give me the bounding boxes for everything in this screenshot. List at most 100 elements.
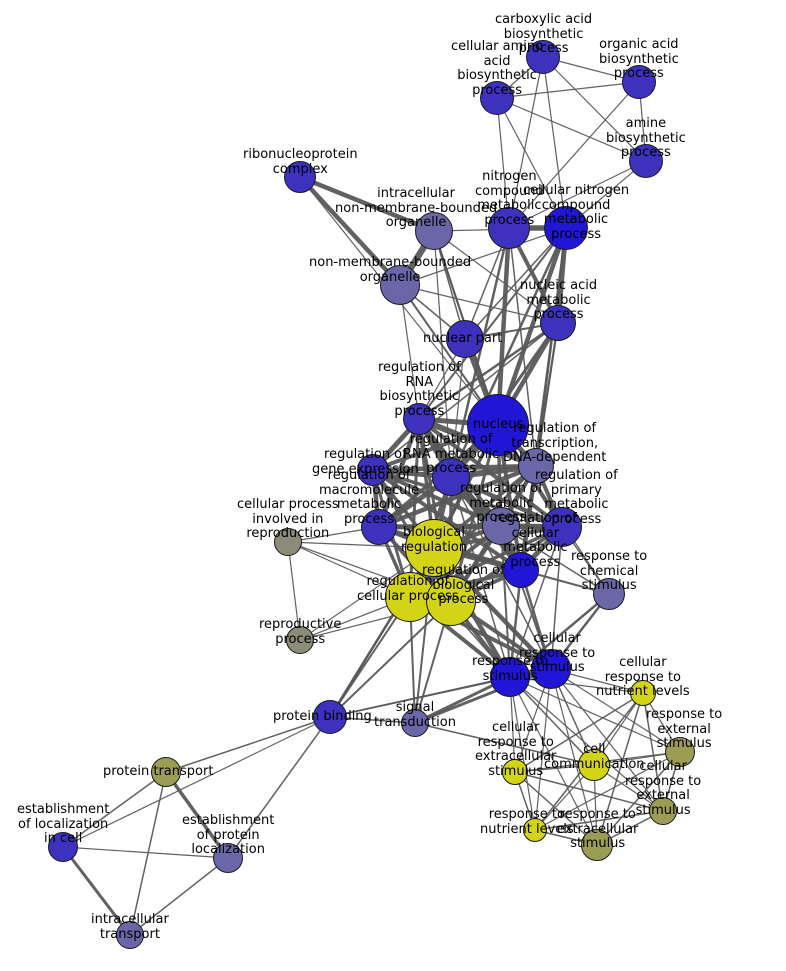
graph-node-regulation-of-rna-biosynthetic-process[interactable] bbox=[403, 403, 435, 435]
graph-node-non-membrane-bounded-organelle[interactable] bbox=[380, 265, 420, 305]
graph-node-cellular-process-involved-in-reproduction[interactable] bbox=[274, 528, 302, 556]
graph-node-establishment-of-localization-in-cell[interactable] bbox=[48, 832, 78, 862]
graph-node-response-to-chemical-stimulus[interactable] bbox=[593, 578, 625, 610]
graph-node-nuclear-part[interactable] bbox=[446, 320, 484, 358]
graph-edge bbox=[534, 751, 681, 831]
graph-edge bbox=[596, 751, 681, 846]
graph-node-nucleus[interactable] bbox=[467, 394, 529, 456]
graph-edge bbox=[514, 692, 644, 773]
graph-edge bbox=[433, 230, 452, 478]
graph-edge bbox=[509, 676, 536, 831]
graph-edge bbox=[514, 771, 598, 846]
graph-edge bbox=[550, 668, 598, 846]
graph-node-regulation-of-cellular-metabolic-process[interactable] bbox=[503, 552, 539, 588]
graph-edge bbox=[550, 668, 664, 812]
graph-edge bbox=[509, 676, 595, 766]
graph-node-regulation-of-metabolic-process[interactable] bbox=[482, 507, 520, 545]
graph-edge bbox=[509, 676, 598, 846]
graph-edge bbox=[642, 692, 664, 812]
graph-node-cell-communication[interactable] bbox=[578, 749, 610, 781]
graph-edge bbox=[299, 174, 435, 234]
graph-edge bbox=[550, 526, 563, 670]
graph-edge bbox=[450, 476, 511, 678]
graph-node-intracellular-non-membrane-bounded-organelle[interactable] bbox=[415, 212, 453, 250]
graph-edge bbox=[496, 81, 640, 99]
graph-edge bbox=[508, 56, 544, 229]
graph-edge bbox=[509, 526, 563, 678]
graph-edge bbox=[418, 227, 567, 420]
graph-edge bbox=[520, 227, 567, 571]
graph-node-regulation-of-rna-metabolic-process[interactable] bbox=[432, 458, 470, 496]
graph-node-cellular-amino-acid-biosynthetic-process[interactable] bbox=[480, 81, 514, 115]
graph-edge bbox=[534, 810, 664, 831]
graph-edge bbox=[508, 227, 537, 467]
graph-node-regulation-of-macromolecule-metabolic-process[interactable] bbox=[361, 509, 397, 545]
graph-edge bbox=[509, 593, 610, 678]
graph-edge bbox=[450, 476, 552, 670]
graph-edge bbox=[500, 525, 511, 678]
graph-edge bbox=[165, 716, 331, 773]
graph-edge bbox=[509, 676, 664, 812]
graph-edge bbox=[542, 56, 647, 162]
graph-edge bbox=[61, 846, 132, 936]
graph-edge bbox=[62, 846, 229, 859]
graph-edge bbox=[372, 468, 563, 529]
graph-node-organic-acid-biosynthetic-process[interactable] bbox=[622, 65, 656, 99]
graph-node-regulation-of-gene-expression[interactable] bbox=[357, 454, 389, 486]
graph-node-regulation-of-biological-process[interactable] bbox=[426, 576, 476, 626]
graph-edge bbox=[496, 97, 647, 162]
graph-edge bbox=[414, 547, 435, 724]
graph-node-cellular-response-to-stimulus[interactable] bbox=[531, 649, 571, 689]
graph-edge bbox=[129, 857, 229, 936]
graph-node-reproductive-process[interactable] bbox=[286, 626, 314, 654]
graph-edge bbox=[298, 175, 402, 287]
graph-node-response-to-nutrient-levels[interactable] bbox=[523, 818, 547, 842]
graph-node-protein-binding[interactable] bbox=[313, 700, 347, 734]
graph-node-signal-transduction[interactable] bbox=[401, 709, 429, 737]
graph-node-intracellular-transport[interactable] bbox=[116, 921, 144, 949]
graph-node-amine-biosynthetic-process[interactable] bbox=[629, 144, 663, 178]
graph-node-response-to-extracellular-stimulus[interactable] bbox=[581, 829, 613, 861]
graph-edge bbox=[372, 322, 559, 471]
graph-node-response-to-stimulus[interactable] bbox=[490, 657, 530, 697]
graph-edge bbox=[62, 771, 167, 848]
graph-edge bbox=[514, 771, 664, 812]
graph-edge bbox=[414, 722, 595, 766]
graph-edge bbox=[534, 668, 552, 831]
graph-node-cellular-response-to-extracellular-stimulus[interactable] bbox=[502, 759, 528, 785]
graph-node-response-to-external-stimulus[interactable] bbox=[665, 737, 695, 767]
graph-edge bbox=[542, 56, 567, 229]
graph-edge bbox=[418, 321, 559, 421]
graph-node-carboxylic-acid-biosynthetic-process[interactable] bbox=[526, 40, 560, 74]
graph-node-cellular-nitrogen-compound-metabolic-process[interactable] bbox=[544, 206, 588, 250]
graph-edge bbox=[371, 468, 523, 572]
graph-node-nitrogen-compound-metabolic-process[interactable] bbox=[488, 207, 530, 249]
graph-edge bbox=[496, 97, 510, 229]
graph-edge bbox=[508, 160, 647, 229]
graph-edge bbox=[495, 227, 512, 426]
graph-edge bbox=[227, 716, 331, 859]
graph-node-cellular-response-to-nutrient-levels[interactable] bbox=[630, 680, 656, 706]
graph-node-nucleic-acid-metabolic-process[interactable] bbox=[540, 305, 576, 341]
graph-edge bbox=[164, 770, 230, 860]
graph-edge bbox=[508, 81, 640, 229]
graph-node-ribonucleoprotein-complex[interactable] bbox=[284, 161, 316, 193]
graph-edge bbox=[329, 600, 452, 718]
graph-edge bbox=[287, 541, 301, 641]
graph-node-biological-regulation[interactable] bbox=[405, 519, 463, 577]
graph-node-cellular-response-to-external-stimulus[interactable] bbox=[649, 797, 677, 825]
graph-edge bbox=[500, 525, 552, 670]
graph-edge bbox=[399, 227, 567, 286]
graph-node-protein-transport[interactable] bbox=[151, 757, 181, 787]
graph-edge bbox=[399, 284, 420, 420]
graph-edge bbox=[372, 468, 502, 528]
graph-edge bbox=[520, 322, 559, 571]
graph-edge bbox=[509, 676, 681, 753]
graph-edge bbox=[500, 525, 610, 595]
graph-edge bbox=[62, 716, 331, 848]
graph-node-regulation-of-transcription-dna-dependent[interactable] bbox=[518, 448, 554, 484]
graph-node-regulation-of-primary-metabolic-process[interactable] bbox=[542, 507, 582, 547]
graph-node-establishment-of-protein-localization[interactable] bbox=[213, 843, 243, 873]
